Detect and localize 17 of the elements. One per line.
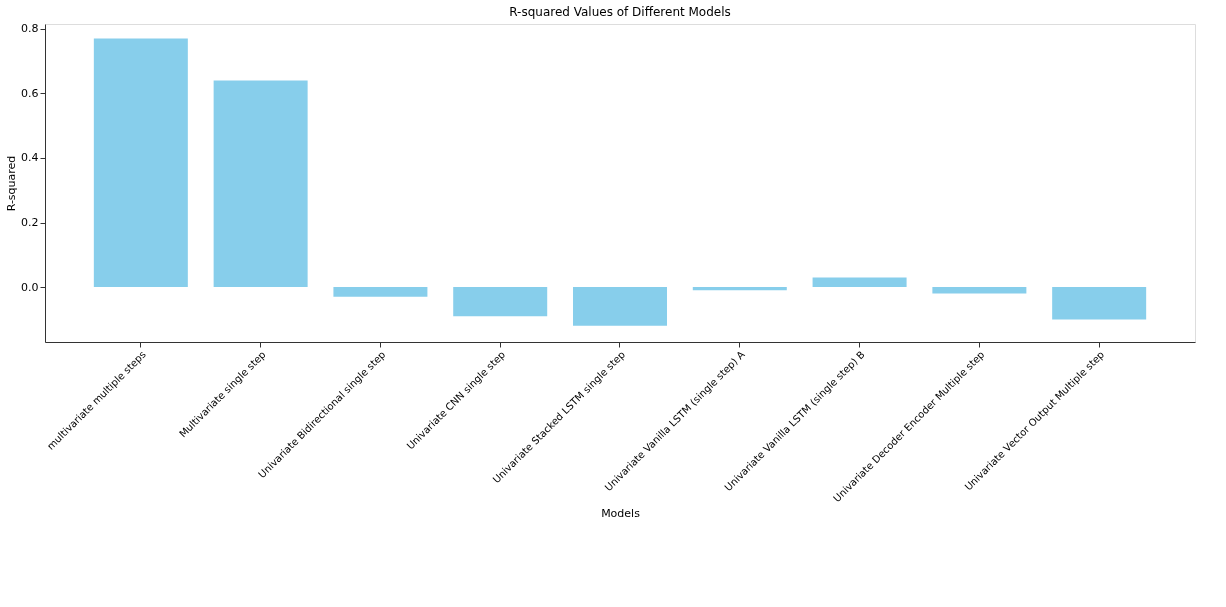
y-tick-label: 0.0 bbox=[21, 280, 39, 294]
y-tick-label: 0.6 bbox=[21, 86, 39, 100]
bar bbox=[453, 287, 548, 317]
chart-title: R-squared Values of Different Models bbox=[509, 4, 731, 19]
bar bbox=[93, 38, 188, 288]
x-axis-title: Models bbox=[601, 507, 641, 521]
y-axis-title: R-squared bbox=[5, 155, 19, 212]
bar bbox=[1052, 287, 1147, 320]
bar bbox=[573, 287, 667, 326]
bar bbox=[692, 287, 787, 291]
bar bbox=[812, 277, 907, 288]
bar bbox=[213, 80, 308, 288]
y-tick-label: 0.8 bbox=[21, 22, 39, 36]
bar bbox=[333, 287, 428, 297]
y-tick-label: 0.2 bbox=[21, 216, 39, 230]
bar bbox=[932, 287, 1027, 294]
y-tick-label: 0.4 bbox=[21, 151, 39, 165]
